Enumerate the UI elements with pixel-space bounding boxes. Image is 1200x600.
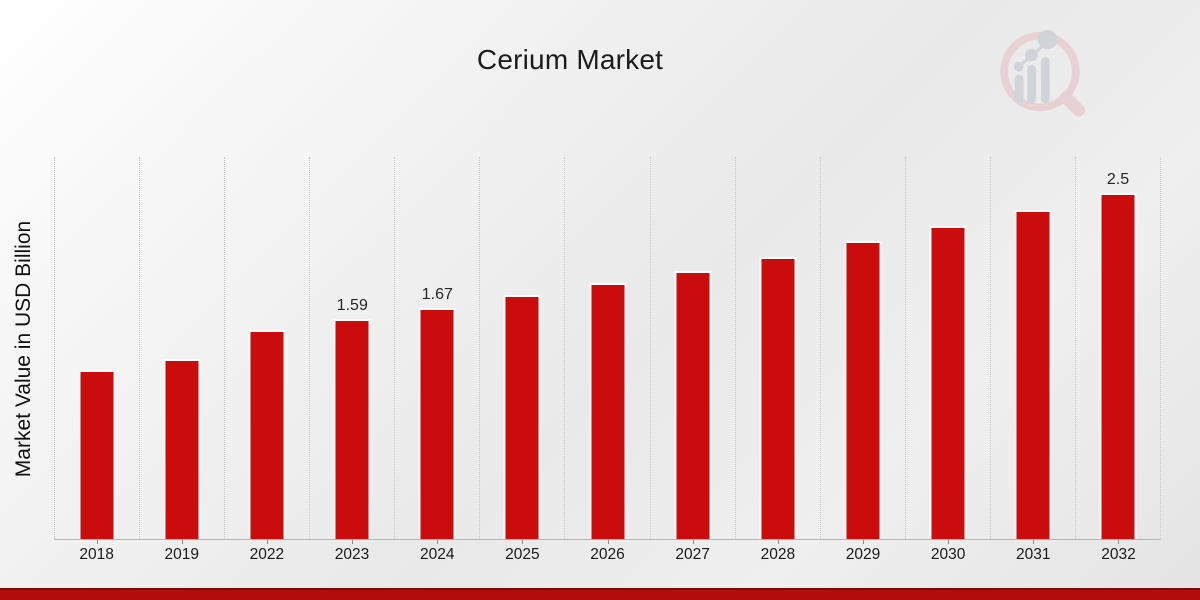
chart-title: Cerium Market: [476, 44, 664, 75]
x-tick-label-2028: 2028: [760, 546, 796, 563]
bar-2019: [163, 359, 201, 539]
category-cell-2025: [479, 157, 564, 544]
x-tick-label-2032: 2032: [1101, 546, 1136, 563]
logo-dot-small: [1013, 61, 1024, 72]
data-label-2023: 1.59: [336, 296, 368, 314]
category-cell-2024: 1.67: [394, 157, 479, 544]
magnifier-bar-chart-logo-icon: [1000, 29, 1086, 117]
logo-bar-small: [1014, 74, 1024, 104]
category-cell-2029: [819, 157, 905, 544]
x-axis-tick: [777, 540, 779, 544]
x-axis-tick: [607, 540, 609, 544]
x-tick-label-2026: 2026: [590, 546, 625, 563]
x-tick-label-2024: 2024: [419, 546, 455, 563]
plot-area: 1.59 1.67 2.5: [54, 157, 1161, 544]
x-tick-label-2023: 2023: [334, 546, 370, 563]
bar-2029: [844, 241, 882, 539]
x-axis-tick: [862, 540, 864, 544]
x-tick-label-2018: 2018: [79, 546, 114, 563]
bar-2018: [78, 370, 116, 539]
x-axis-tick: [352, 540, 354, 544]
bar-2028: [759, 256, 797, 539]
x-tick-label-2025: 2025: [505, 546, 540, 563]
data-label-2032: 2.5: [1106, 171, 1130, 188]
x-axis-tick: [692, 540, 694, 544]
x-axis-tick: [947, 540, 949, 544]
x-tick-label-2022: 2022: [249, 546, 285, 563]
x-axis-tick: [182, 540, 184, 544]
category-cell-2028: [734, 157, 820, 544]
magnifier-handle: [1059, 91, 1086, 117]
category-cell-2023: 1.59: [309, 157, 394, 544]
logo-bar-tall: [1040, 56, 1050, 104]
x-axis-labels: 2018 2019 2022 2023 2024 2025 2026 2027 2028 2029…: [54, 546, 1161, 564]
x-axis-tick: [97, 540, 99, 544]
x-tick-label-2019: 2019: [164, 546, 199, 563]
x-axis-tick: [1032, 540, 1034, 544]
x-axis-tick: [267, 540, 269, 544]
bar-2030: [929, 226, 967, 539]
category-cell-2030: [904, 157, 990, 544]
x-axis-tick: [1117, 540, 1119, 544]
logo-dot-large: [1038, 29, 1058, 50]
x-axis-tick: [437, 540, 439, 544]
bar-2026: [589, 282, 626, 539]
x-axis-tick: [522, 540, 524, 544]
category-cell-2022: [224, 157, 309, 544]
category-cell-2026: [564, 157, 649, 544]
logo-bar-medium: [1027, 64, 1037, 104]
x-tick-label-2027: 2027: [675, 546, 710, 563]
x-tick-label-2030: 2030: [930, 546, 966, 563]
logo-dot-medium: [1024, 48, 1038, 62]
bar-2025: [503, 295, 541, 539]
category-cell-2027: [649, 157, 735, 544]
bar-2024: [418, 307, 456, 539]
data-label-2024: 1.67: [421, 285, 453, 303]
bar-2022: [248, 330, 286, 539]
category-cell-2019: [139, 157, 224, 544]
category-cell-2018: [54, 157, 139, 544]
bar-2032: [1099, 193, 1137, 539]
category-cell-2032: 2.5: [1074, 157, 1160, 544]
y-axis-label: Market Value in USD Billion: [12, 220, 35, 478]
category-cell-2031: [989, 157, 1075, 544]
x-tick-label-2031: 2031: [1016, 546, 1051, 563]
bottom-accent-band: [0, 588, 1200, 600]
bar-2027: [674, 270, 712, 539]
bar-2023: [333, 318, 371, 539]
x-tick-label-2029: 2029: [845, 546, 881, 563]
bar-2031: [1014, 209, 1052, 539]
